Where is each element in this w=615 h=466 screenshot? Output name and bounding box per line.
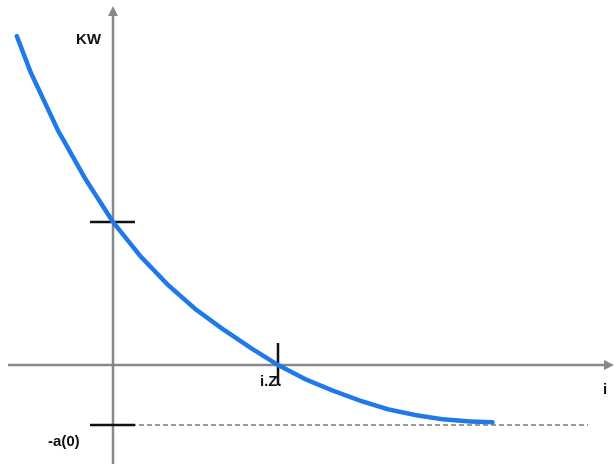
axes [8, 6, 614, 464]
x-axis-label: i [603, 381, 607, 398]
asymptote-label: -a(0) [48, 433, 80, 450]
series-curve [14, 33, 495, 425]
iz-label: i.Z. [260, 373, 282, 390]
marks [14, 33, 588, 427]
x-axis-arrow [604, 360, 614, 370]
labels: KW i i.Z. -a(0) [48, 31, 607, 450]
y-axis-arrow [108, 6, 118, 16]
y-axis-label: KW [76, 31, 102, 48]
